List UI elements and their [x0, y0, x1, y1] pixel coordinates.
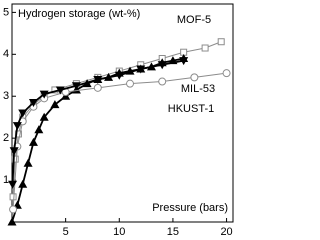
y-tick-label: 4 — [3, 48, 9, 60]
data-point — [201, 44, 209, 52]
chart-title: Hydrogen storage (wt-%) — [18, 8, 140, 20]
x-tick-label: 5 — [63, 226, 69, 238]
data-point — [12, 122, 22, 131]
data-point — [179, 57, 189, 66]
data-point — [190, 73, 199, 82]
x-tick-label: 20 — [220, 226, 232, 238]
data-point — [9, 193, 17, 201]
data-point — [28, 99, 38, 108]
data-point — [34, 125, 44, 134]
y-tick-label: 2 — [3, 132, 9, 144]
data-point — [157, 61, 167, 70]
data-point — [9, 147, 19, 156]
y-tick-label: 3 — [3, 90, 9, 102]
data-point — [39, 112, 49, 121]
data-point — [71, 82, 81, 91]
data-point — [136, 65, 146, 74]
data-point — [93, 83, 102, 92]
x-axis-label: Pressure (bars) — [152, 202, 228, 214]
data-point — [55, 86, 65, 95]
y-tick-label: 1 — [3, 174, 9, 186]
data-point — [217, 38, 225, 46]
data-point — [23, 158, 33, 167]
data-point — [222, 69, 231, 78]
x-tick-label: 15 — [167, 226, 179, 238]
data-point — [8, 180, 18, 189]
data-point — [18, 179, 28, 188]
series-label: MOF-5 — [177, 14, 211, 26]
data-point — [11, 155, 19, 163]
plot-frame — [11, 3, 234, 223]
chart: Hydrogen storage (wt-%) Pressure (bars) … — [3, 3, 234, 238]
data-point — [18, 109, 28, 118]
y-tick-label: 5 — [3, 6, 9, 18]
data-point — [7, 217, 17, 226]
data-point — [28, 137, 38, 146]
data-point — [93, 75, 103, 84]
series-label: MIL-53 — [181, 83, 215, 95]
data-point — [39, 90, 49, 99]
x-tick-label: 10 — [113, 226, 125, 238]
data-point — [126, 79, 135, 88]
data-point — [114, 71, 124, 80]
series-label: HKUST-1 — [168, 103, 214, 115]
data-point — [158, 77, 167, 86]
data-point — [9, 205, 18, 214]
data-point — [50, 100, 60, 109]
